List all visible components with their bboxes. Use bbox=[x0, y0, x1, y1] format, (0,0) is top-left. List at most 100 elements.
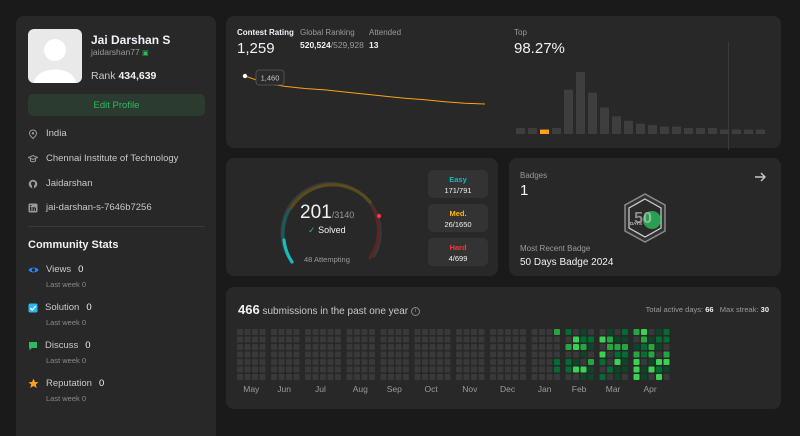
heatmap-cell[interactable] bbox=[648, 366, 655, 373]
heatmap-cell[interactable] bbox=[505, 351, 511, 358]
heatmap-cell[interactable] bbox=[414, 359, 421, 365]
heatmap-cell[interactable] bbox=[335, 359, 341, 365]
heatmap-cell[interactable] bbox=[320, 374, 326, 380]
heatmap-cell[interactable] bbox=[252, 366, 258, 373]
heatmap-cell[interactable] bbox=[293, 359, 300, 365]
heatmap-cell[interactable] bbox=[648, 336, 655, 343]
heatmap-cell[interactable] bbox=[388, 336, 394, 343]
heatmap-cell[interactable] bbox=[293, 374, 300, 380]
heatmap-cell[interactable] bbox=[437, 366, 443, 373]
histogram-bar[interactable] bbox=[636, 123, 645, 134]
heatmap-cell[interactable] bbox=[346, 366, 353, 373]
heatmap-cell[interactable] bbox=[512, 344, 519, 350]
heatmap-cell[interactable] bbox=[437, 374, 443, 380]
heatmap-cell[interactable] bbox=[497, 336, 504, 343]
heatmap-cell[interactable] bbox=[414, 374, 421, 380]
heatmap-cell[interactable] bbox=[361, 366, 368, 373]
heatmap-cell[interactable] bbox=[444, 374, 451, 380]
heatmap-cell[interactable] bbox=[599, 359, 606, 365]
heatmap-cell[interactable] bbox=[346, 329, 353, 335]
heatmap-cell[interactable] bbox=[346, 351, 353, 358]
heatmap-cell[interactable] bbox=[259, 374, 266, 380]
heatmap-cell[interactable] bbox=[588, 366, 594, 373]
rating-histogram[interactable] bbox=[516, 68, 771, 136]
heatmap-cell[interactable] bbox=[444, 366, 451, 373]
heatmap-cell[interactable] bbox=[478, 336, 485, 343]
heatmap-cell[interactable] bbox=[252, 374, 258, 380]
heatmap-cell[interactable] bbox=[588, 351, 594, 358]
heatmap-cell[interactable] bbox=[463, 366, 470, 373]
heatmap-cell[interactable] bbox=[520, 336, 526, 343]
heatmap-cell[interactable] bbox=[354, 359, 360, 365]
heatmap-cell[interactable] bbox=[259, 344, 266, 350]
heatmap-cell[interactable] bbox=[395, 344, 402, 350]
heatmap-cell[interactable] bbox=[565, 329, 572, 335]
heatmap-cell[interactable] bbox=[293, 344, 300, 350]
heatmap-cell[interactable] bbox=[580, 329, 587, 335]
heatmap-cell[interactable] bbox=[456, 336, 462, 343]
heatmap-cell[interactable] bbox=[580, 344, 587, 350]
heatmap-cell[interactable] bbox=[422, 329, 428, 335]
histogram-bar[interactable] bbox=[516, 128, 525, 134]
heatmap-cell[interactable] bbox=[471, 366, 477, 373]
heatmap-cell[interactable] bbox=[278, 366, 285, 373]
heatmap-cell[interactable] bbox=[312, 336, 319, 343]
heatmap-cell[interactable] bbox=[463, 351, 470, 358]
heatmap-cell[interactable] bbox=[554, 366, 560, 373]
heatmap-cell[interactable] bbox=[429, 359, 436, 365]
heatmap-cell[interactable] bbox=[490, 351, 496, 358]
heatmap-cell[interactable] bbox=[463, 344, 470, 350]
heatmap-cell[interactable] bbox=[573, 351, 579, 358]
histogram-bar[interactable] bbox=[564, 89, 573, 134]
heatmap-cell[interactable] bbox=[565, 359, 572, 365]
heatmap-cell[interactable] bbox=[565, 366, 572, 373]
heatmap-cell[interactable] bbox=[354, 351, 360, 358]
heatmap-cell[interactable] bbox=[327, 351, 334, 358]
heatmap-cell[interactable] bbox=[512, 336, 519, 343]
heatmap-cell[interactable] bbox=[429, 351, 436, 358]
heatmap-cell[interactable] bbox=[539, 359, 545, 365]
histogram-bar[interactable] bbox=[600, 107, 609, 134]
heatmap-cell[interactable] bbox=[437, 344, 443, 350]
heatmap-cell[interactable] bbox=[463, 359, 470, 365]
heatmap-cell[interactable] bbox=[546, 329, 553, 335]
heatmap-cell[interactable] bbox=[422, 344, 428, 350]
histogram-bar[interactable] bbox=[624, 120, 633, 134]
heatmap-cell[interactable] bbox=[471, 336, 477, 343]
heatmap-cell[interactable] bbox=[456, 344, 462, 350]
histogram-bar[interactable] bbox=[528, 128, 537, 134]
heatmap-cell[interactable] bbox=[293, 336, 300, 343]
heatmap-cell[interactable] bbox=[237, 359, 243, 365]
heatmap-cell[interactable] bbox=[546, 336, 553, 343]
heatmap-cell[interactable] bbox=[531, 359, 538, 365]
heatmap-cell[interactable] bbox=[244, 374, 251, 380]
heatmap-cell[interactable] bbox=[663, 329, 670, 335]
heatmap-cell[interactable] bbox=[456, 374, 462, 380]
medium-stat[interactable]: Med. 26/1650 bbox=[428, 204, 488, 232]
heatmap-cell[interactable] bbox=[463, 329, 470, 335]
histogram-bar[interactable] bbox=[576, 72, 585, 134]
heatmap-cell[interactable] bbox=[565, 336, 572, 343]
heatmap-cell[interactable] bbox=[293, 366, 300, 373]
heatmap-cell[interactable] bbox=[531, 344, 538, 350]
heatmap-cell[interactable] bbox=[539, 366, 545, 373]
heatmap-cell[interactable] bbox=[380, 351, 387, 358]
heatmap-cell[interactable] bbox=[327, 374, 334, 380]
heatmap-cell[interactable] bbox=[286, 366, 292, 373]
heatmap-cell[interactable] bbox=[607, 329, 613, 335]
heatmap-cell[interactable] bbox=[312, 329, 319, 335]
heatmap-cell[interactable] bbox=[361, 359, 368, 365]
heatmap-cell[interactable] bbox=[244, 329, 251, 335]
heatmap-cell[interactable] bbox=[335, 329, 341, 335]
heatmap-cell[interactable] bbox=[633, 344, 640, 350]
heatmap-cell[interactable] bbox=[546, 374, 553, 380]
heatmap-cell[interactable] bbox=[335, 366, 341, 373]
heatmap-cell[interactable] bbox=[414, 344, 421, 350]
heatmap-cell[interactable] bbox=[622, 351, 628, 358]
heatmap-cell[interactable] bbox=[633, 359, 640, 365]
heatmap-cell[interactable] bbox=[546, 359, 553, 365]
heatmap-cell[interactable] bbox=[599, 374, 606, 380]
heatmap-cell[interactable] bbox=[388, 351, 394, 358]
heatmap-cell[interactable] bbox=[656, 374, 662, 380]
heatmap-cell[interactable] bbox=[444, 344, 451, 350]
